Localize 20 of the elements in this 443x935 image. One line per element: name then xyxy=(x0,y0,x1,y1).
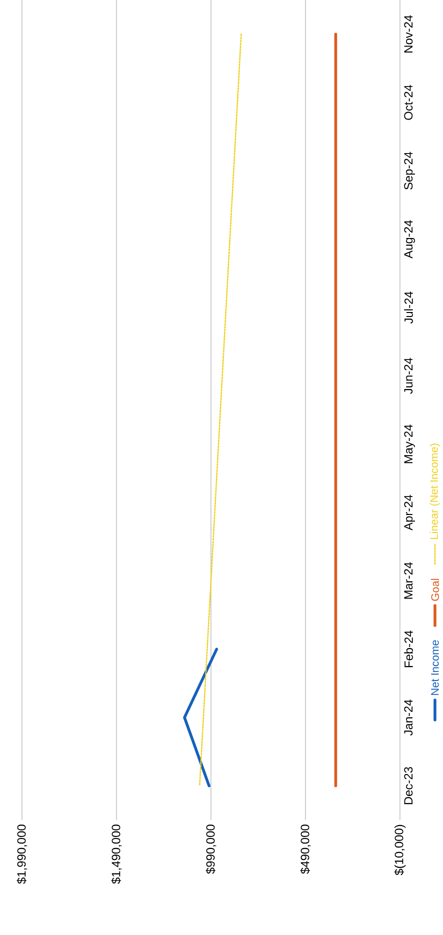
y-tick-label: Apr-24 xyxy=(404,494,415,530)
x-tick-label: $490,000 xyxy=(300,824,311,874)
x-tick-label: $1,490,000 xyxy=(111,824,122,884)
x-tick-label: $(10,000) xyxy=(394,824,406,876)
y-tick-label: Feb-24 xyxy=(404,630,413,668)
y-tick-label: Mar-24 xyxy=(404,562,413,599)
y-tick-label: Jun-24 xyxy=(404,358,413,394)
x-tick-label: $1,990,000 xyxy=(16,824,28,884)
y-tick-label: May-24 xyxy=(404,424,415,464)
y-tick-label: Aug-24 xyxy=(404,220,415,258)
text: Goal xyxy=(430,578,440,601)
y-tick-label: Oct-24 xyxy=(404,84,413,120)
y-tick-label: Jul-24 xyxy=(404,292,413,324)
y-tick-label: Jan-24 xyxy=(404,700,413,736)
y-tick-label: Sep-24 xyxy=(404,152,415,190)
text: Net Income xyxy=(431,640,439,695)
text: Linear (Net Income) xyxy=(430,444,440,539)
x-tick-label: $990,000 xyxy=(206,824,216,874)
y-tick-label: Nov-24 xyxy=(404,15,413,52)
y-tick-label: Dec-23 xyxy=(404,767,413,804)
